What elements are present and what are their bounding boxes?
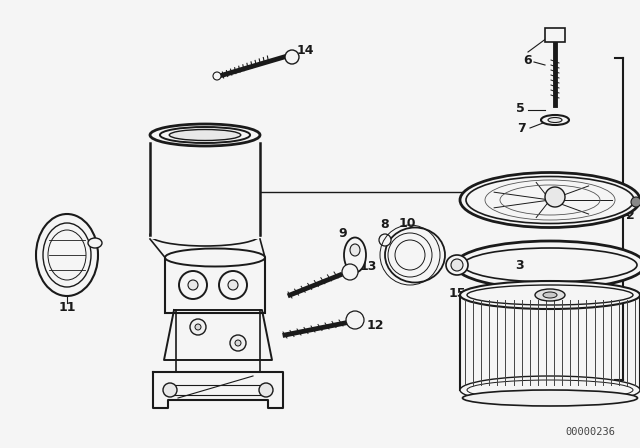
Ellipse shape [228,280,238,290]
Ellipse shape [219,271,247,299]
Ellipse shape [463,248,637,282]
Ellipse shape [543,292,557,298]
Ellipse shape [541,115,569,125]
Text: 4: 4 [514,194,522,207]
Text: 6: 6 [524,53,532,66]
Text: 10: 10 [398,216,416,229]
Text: 1: 1 [508,185,516,198]
Ellipse shape [385,228,445,283]
Text: 15: 15 [448,287,466,300]
Ellipse shape [160,127,250,143]
Ellipse shape [179,271,207,299]
Ellipse shape [43,223,91,287]
Circle shape [213,72,221,80]
Ellipse shape [344,237,366,272]
Ellipse shape [466,177,634,224]
Polygon shape [164,310,272,360]
Bar [545,28,565,42]
Ellipse shape [460,281,640,309]
Ellipse shape [460,376,640,404]
Circle shape [195,324,201,330]
Text: 7: 7 [518,121,526,134]
Ellipse shape [36,214,98,296]
Circle shape [379,234,391,246]
Circle shape [259,383,273,397]
Bar [150,139,260,239]
Ellipse shape [460,172,640,228]
Text: 14: 14 [296,43,314,56]
Ellipse shape [463,390,637,406]
Ellipse shape [446,255,468,275]
Text: 11: 11 [58,301,76,314]
Circle shape [342,264,358,280]
Ellipse shape [467,285,633,305]
Circle shape [163,383,177,397]
Ellipse shape [535,289,565,301]
Text: 00000236: 00000236 [565,427,615,437]
Ellipse shape [169,129,241,141]
Text: 13: 13 [359,259,377,272]
Text: 12: 12 [366,319,384,332]
Circle shape [451,259,463,271]
Bar [165,258,265,313]
Circle shape [545,187,565,207]
Ellipse shape [88,238,102,248]
Text: 9: 9 [339,227,348,240]
Circle shape [346,311,364,329]
Text: 5: 5 [516,102,524,115]
Ellipse shape [48,230,86,280]
Circle shape [631,197,640,207]
Text: 8: 8 [381,217,389,231]
Ellipse shape [455,241,640,289]
Text: 3: 3 [516,258,524,271]
Ellipse shape [548,117,562,122]
Ellipse shape [188,280,198,290]
Circle shape [285,50,299,64]
Polygon shape [153,372,283,408]
Circle shape [190,319,206,335]
Ellipse shape [150,124,260,146]
Ellipse shape [165,249,265,267]
Ellipse shape [467,380,633,400]
Circle shape [235,340,241,346]
Circle shape [230,335,246,351]
Ellipse shape [350,244,360,256]
Ellipse shape [150,224,260,246]
Text: 2: 2 [626,208,634,221]
